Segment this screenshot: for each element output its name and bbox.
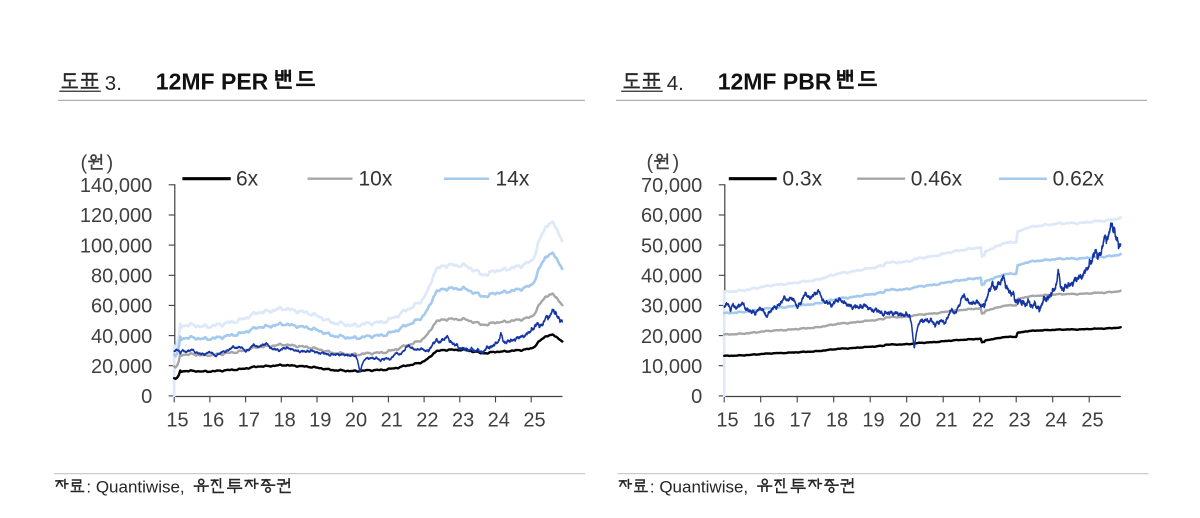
svg-text:19: 19 <box>309 410 331 432</box>
svg-text:20: 20 <box>345 410 367 432</box>
svg-text:18: 18 <box>826 410 848 432</box>
svg-text:3.: 3. <box>105 72 122 95</box>
svg-text:0: 0 <box>141 386 152 408</box>
svg-text:12MF PBR: 12MF PBR <box>718 69 832 95</box>
svg-text:10x: 10x <box>359 168 393 191</box>
svg-text:17: 17 <box>238 410 260 432</box>
svg-text:22: 22 <box>972 410 994 432</box>
svg-text:70,000: 70,000 <box>641 175 702 197</box>
svg-text:4.: 4. <box>667 72 684 95</box>
svg-text:): ) <box>107 153 114 175</box>
svg-text:(: ( <box>81 153 88 175</box>
svg-text:140,000: 140,000 <box>80 175 152 197</box>
svg-text:100,000: 100,000 <box>80 235 152 257</box>
svg-text:20,000: 20,000 <box>91 356 152 378</box>
svg-text:10,000: 10,000 <box>641 356 702 378</box>
svg-text:0.62x: 0.62x <box>1053 168 1105 191</box>
svg-text:120,000: 120,000 <box>80 205 152 227</box>
svg-text:24: 24 <box>488 410 510 432</box>
svg-text:21: 21 <box>935 410 957 432</box>
svg-text:19: 19 <box>862 410 884 432</box>
svg-text:23: 23 <box>1008 410 1030 432</box>
svg-text:15: 15 <box>166 410 188 432</box>
svg-text:: Quantiwise,: : Quantiwise, <box>650 478 748 497</box>
svg-text:16: 16 <box>202 410 224 432</box>
svg-text:24: 24 <box>1045 410 1067 432</box>
svg-text:80,000: 80,000 <box>91 266 152 288</box>
svg-text:6x: 6x <box>236 168 259 191</box>
svg-text:16: 16 <box>753 410 775 432</box>
svg-text:23: 23 <box>452 410 474 432</box>
svg-text:25: 25 <box>1081 410 1103 432</box>
svg-text:22: 22 <box>416 410 438 432</box>
svg-text:30,000: 30,000 <box>641 296 702 318</box>
svg-text:0.3x: 0.3x <box>782 168 822 191</box>
svg-text:20,000: 20,000 <box>641 326 702 348</box>
svg-text:12MF PER: 12MF PER <box>156 69 269 95</box>
svg-text:40,000: 40,000 <box>641 266 702 288</box>
svg-text:60,000: 60,000 <box>641 205 702 227</box>
svg-text:50,000: 50,000 <box>641 235 702 257</box>
svg-text:15: 15 <box>716 410 738 432</box>
svg-text:0.46x: 0.46x <box>911 168 963 191</box>
svg-text:40,000: 40,000 <box>91 326 152 348</box>
svg-text:: Quantiwise,: : Quantiwise, <box>86 478 184 497</box>
svg-text:14x: 14x <box>496 168 530 191</box>
svg-text:20: 20 <box>899 410 921 432</box>
svg-text:(: ( <box>647 152 654 174</box>
svg-text:0: 0 <box>691 386 702 408</box>
svg-text:25: 25 <box>523 410 545 432</box>
svg-text:17: 17 <box>789 410 811 432</box>
svg-text:21: 21 <box>381 410 403 432</box>
svg-text:): ) <box>673 152 680 174</box>
svg-text:60,000: 60,000 <box>91 296 152 318</box>
svg-text:18: 18 <box>273 410 295 432</box>
